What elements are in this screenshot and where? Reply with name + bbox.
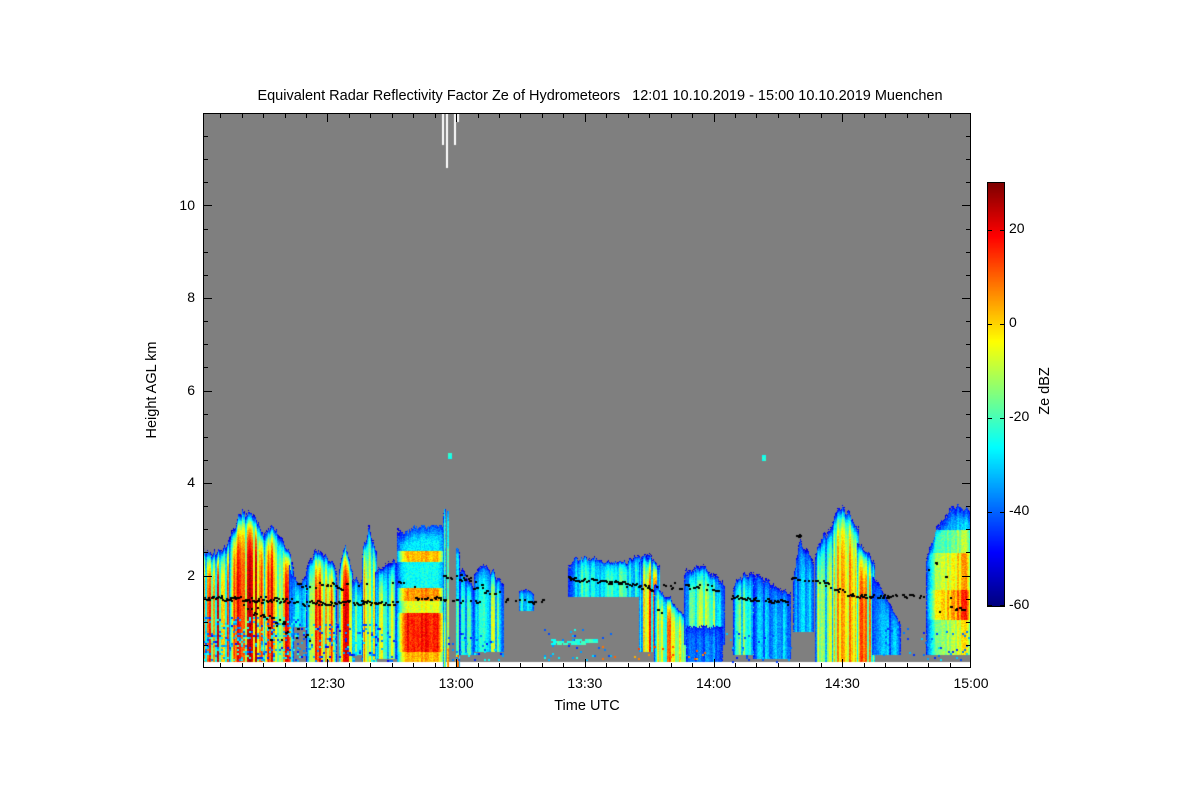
colorbar-tick-label: -20 [1009,408,1030,424]
x-tick-label: 13:30 [567,675,603,691]
chart-title: Equivalent Radar Reflectivity Factor Ze … [257,88,943,104]
x-tick-label: 12:30 [309,675,345,691]
y-axis-label: Height AGL km [144,341,160,439]
y-tick-label: 8 [187,289,195,305]
x-tick-label: 13:00 [438,675,474,691]
y-tick-label: 10 [179,196,195,213]
x-axis-label: Time UTC [554,698,620,714]
x-tick-label: 14:00 [696,675,732,691]
colorbar-label: Ze dBZ [1037,367,1053,415]
colorbar-tick-label: -60 [1009,596,1030,612]
colorbar [987,182,1005,607]
y-tick-label: 6 [187,381,195,398]
y-tick-label: 2 [187,566,195,583]
colorbar-tick-label: 0 [1009,314,1017,330]
colorbar-tick-label: 20 [1009,220,1025,236]
x-tick-label: 14:30 [824,675,860,691]
y-tick-label: 4 [187,474,195,490]
reflectivity-heatmap [203,113,971,668]
colorbar-tick-label: -40 [1009,502,1030,518]
x-tick-label: 15:00 [953,675,989,691]
